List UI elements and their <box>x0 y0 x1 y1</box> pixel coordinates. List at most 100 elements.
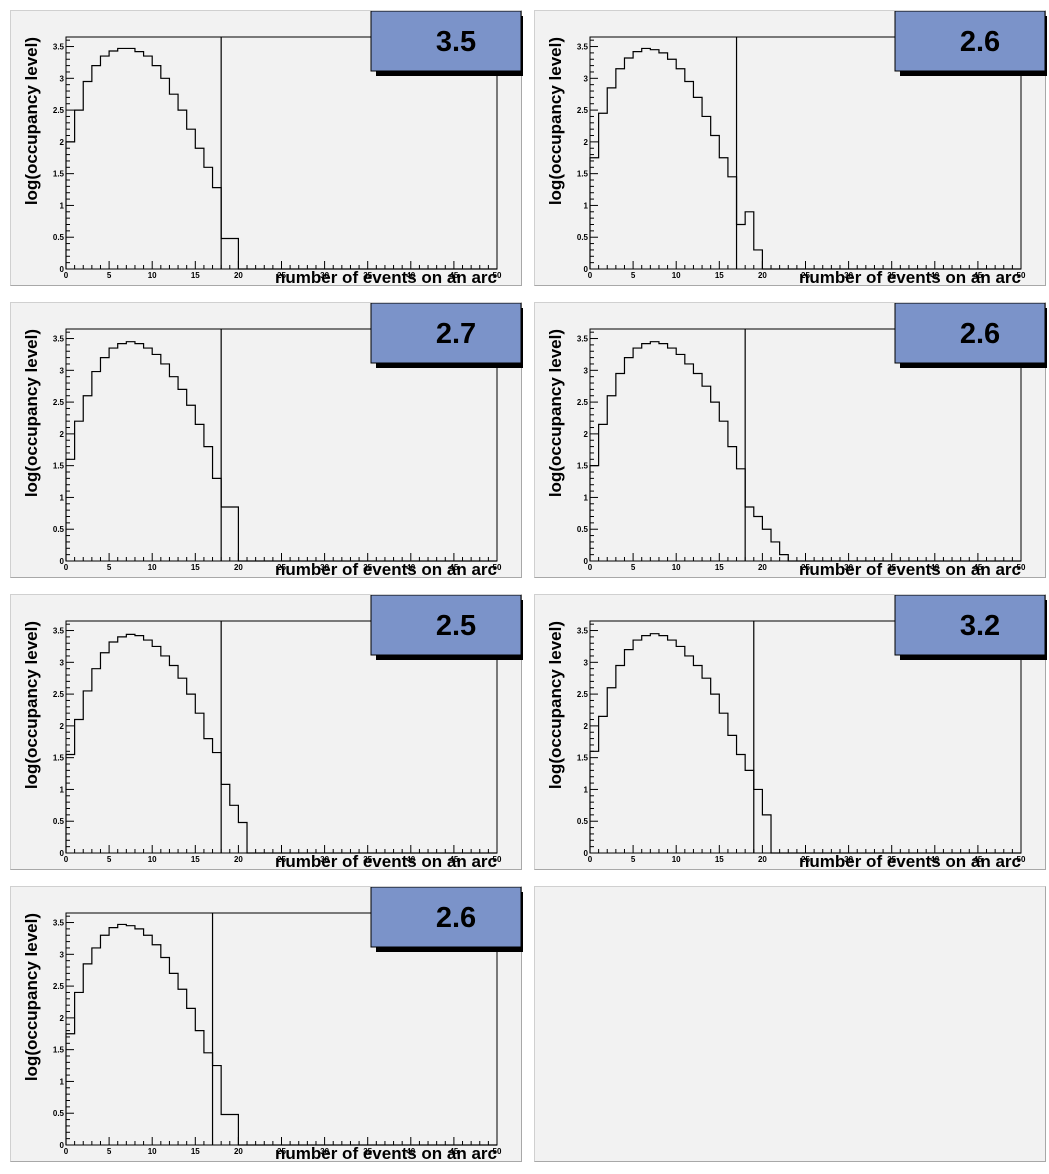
histogram-series <box>589 47 1021 270</box>
x-tick-label: 30 <box>844 563 853 572</box>
y-tick-label: 2 <box>60 722 65 731</box>
x-tick-label: 35 <box>363 563 372 572</box>
x-tick-label: 5 <box>631 855 636 864</box>
y-tick-label: 2.5 <box>577 398 589 407</box>
x-tick-label: 50 <box>493 563 502 572</box>
title-box <box>370 303 522 364</box>
x-axis-title: number of events on an arc <box>799 560 1021 579</box>
y-tick-label: 1 <box>584 785 589 794</box>
x-tick-label: 25 <box>277 271 286 280</box>
chart-title: 2.5 <box>436 610 476 642</box>
y-tick-label: 2 <box>584 430 589 439</box>
x-tick-label: 10 <box>148 1147 157 1156</box>
y-tick-label: 3 <box>60 74 65 83</box>
x-tick-label: 40 <box>406 855 415 864</box>
x-tick-label: 20 <box>234 855 243 864</box>
x-tick-label: 15 <box>715 855 724 864</box>
y-tick-label: 0.5 <box>577 525 589 534</box>
y-tick-label: 3 <box>584 658 589 667</box>
x-tick-label: 15 <box>715 563 724 572</box>
y-tick-label: 3.5 <box>53 627 65 636</box>
chart-pad-5: 0 0.5 1 1.5 2 2.5 3 3.5 0 5 10 15 20 25 30 35 40 45 50 2.5 n… <box>10 594 523 871</box>
x-tick-label: 45 <box>973 271 982 280</box>
chart-svg: 0 0.5 1 1.5 2 2.5 3 3.5 0 5 10 15 20 25 30 35 40 45 50 2.6 n… <box>546 11 1047 287</box>
y-tick-label: 2 <box>60 138 65 147</box>
x-tick-label: 35 <box>363 855 372 864</box>
y-tick-label: 0 <box>584 849 589 858</box>
y-tick-label: 2.5 <box>53 398 65 407</box>
y-tick-label: 1 <box>60 493 65 502</box>
chart-svg: 0 0.5 1 1.5 2 2.5 3 3.5 0 5 10 15 20 25 30 35 40 45 50 2.5 n… <box>22 595 523 871</box>
x-tick-label: 10 <box>148 855 157 864</box>
y-tick-label: 3 <box>60 366 65 375</box>
x-tick-label: 15 <box>191 1147 200 1156</box>
x-tick-label: 5 <box>107 271 112 280</box>
title-box <box>370 595 522 656</box>
title-box <box>894 11 1046 72</box>
y-tick-label: 3.5 <box>577 43 589 52</box>
y-tick-label: 3.5 <box>53 919 65 928</box>
y-tick-label: 1 <box>584 493 589 502</box>
x-tick-label: 0 <box>64 563 69 572</box>
y-tick-label: 1.5 <box>577 170 589 179</box>
x-tick-label: 30 <box>844 855 853 864</box>
x-tick-label: 10 <box>148 563 157 572</box>
y-tick-label: 0 <box>60 265 65 274</box>
histogram-series <box>65 47 497 270</box>
title-box <box>894 303 1046 364</box>
x-tick-label: 25 <box>801 271 810 280</box>
x-tick-label: 5 <box>107 855 112 864</box>
x-tick-label: 45 <box>973 563 982 572</box>
title-box <box>370 11 522 72</box>
y-tick-label: 3 <box>584 366 589 375</box>
x-tick-label: 35 <box>887 855 896 864</box>
chart-pad-3: 0 0.5 1 1.5 2 2.5 3 3.5 0 5 10 15 20 25 30 35 40 45 50 2.7 n… <box>10 302 523 579</box>
x-tick-label: 20 <box>234 271 243 280</box>
x-tick-label: 25 <box>277 855 286 864</box>
y-tick-label: 1 <box>60 1077 65 1086</box>
x-tick-label: 20 <box>234 563 243 572</box>
x-axis-title: number of events on an arc <box>275 1144 497 1163</box>
y-tick-label: 1 <box>60 785 65 794</box>
y-tick-label: 3 <box>60 950 65 959</box>
x-tick-label: 5 <box>107 1147 112 1156</box>
x-tick-label: 20 <box>758 563 767 572</box>
x-tick-label: 25 <box>277 563 286 572</box>
chart-title: 3.5 <box>436 26 476 58</box>
x-tick-label: 0 <box>588 855 593 864</box>
y-tick-label: 1.5 <box>577 754 589 763</box>
x-tick-label: 40 <box>406 1147 415 1156</box>
chart-svg: 0 0.5 1 1.5 2 2.5 3 3.5 0 5 10 15 20 25 30 35 40 45 50 2.7 n… <box>22 303 523 579</box>
x-tick-label: 50 <box>493 855 502 864</box>
histogram-series <box>65 341 497 562</box>
x-tick-label: 45 <box>449 271 458 280</box>
y-tick-label: 1.5 <box>53 754 65 763</box>
x-tick-label: 45 <box>449 563 458 572</box>
x-tick-label: 10 <box>672 271 681 280</box>
x-tick-label: 45 <box>449 855 458 864</box>
y-tick-label: 0 <box>584 265 589 274</box>
x-tick-label: 40 <box>930 271 939 280</box>
y-axis-title: log(occupancy level) <box>546 37 565 205</box>
y-tick-label: 1.5 <box>53 462 65 471</box>
y-tick-label: 2.5 <box>53 982 65 991</box>
chart-svg: 0 0.5 1 1.5 2 2.5 3 3.5 0 5 10 15 20 25 30 35 40 45 50 3.5 n… <box>22 11 523 287</box>
x-tick-label: 10 <box>148 271 157 280</box>
y-tick-label: 3.5 <box>577 335 589 344</box>
y-tick-label: 1.5 <box>577 462 589 471</box>
y-tick-label: 3.5 <box>53 43 65 52</box>
chart-svg: 0 0.5 1 1.5 2 2.5 3 3.5 0 5 10 15 20 25 30 35 40 45 50 3.2 n… <box>546 595 1047 871</box>
x-tick-label: 25 <box>277 1147 286 1156</box>
x-tick-label: 0 <box>64 271 69 280</box>
x-tick-label: 45 <box>449 1147 458 1156</box>
title-box <box>894 595 1046 656</box>
y-axis-title: log(occupancy level) <box>22 621 41 789</box>
x-tick-label: 0 <box>588 563 593 572</box>
x-tick-label: 50 <box>1017 271 1026 280</box>
y-tick-label: 0 <box>60 849 65 858</box>
y-tick-label: 2 <box>60 430 65 439</box>
histogram-series <box>65 633 497 854</box>
y-tick-label: 1 <box>584 201 589 210</box>
x-axis-title: number of events on an arc <box>799 268 1021 287</box>
x-tick-label: 50 <box>493 271 502 280</box>
